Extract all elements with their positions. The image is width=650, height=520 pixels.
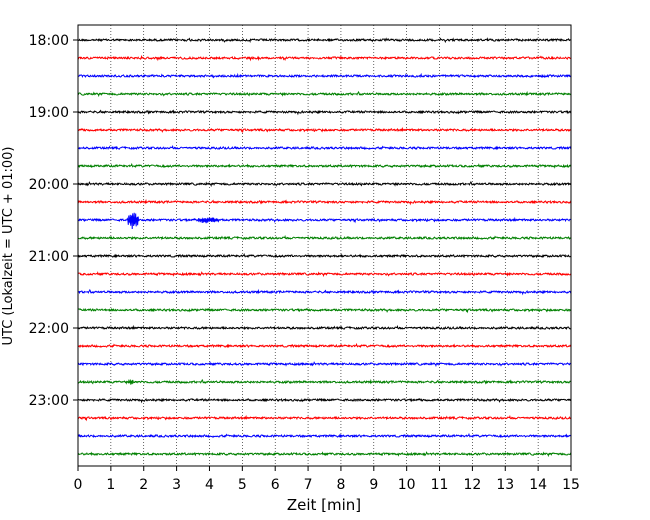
y-axis-ticks: 18:00 19:00 20:00 21:00 22:00 23:00 — [29, 33, 78, 409]
trace-8 — [77, 162, 572, 169]
y-tick-label-21:00: 21:00 — [29, 249, 69, 265]
x-tick-label-11: 11 — [431, 477, 449, 493]
x-tick-label-13: 13 — [496, 477, 514, 493]
trace-6 — [77, 126, 572, 134]
x-tick-label-7: 7 — [304, 477, 313, 493]
x-tick-label-2: 2 — [139, 477, 148, 493]
trace-4 — [77, 90, 572, 98]
x-tick-label-0: 0 — [74, 477, 83, 493]
x-tick-label-3: 3 — [172, 477, 181, 493]
x-axis-ticks: 0 1 2 3 4 5 6 7 8 9 10 11 12 13 14 15 — [74, 466, 580, 493]
y-tick-label-23:00: 23:00 — [29, 393, 69, 409]
trace-10 — [77, 198, 572, 206]
x-tick-label-15: 15 — [562, 477, 580, 493]
y-tick-label-18:00: 18:00 — [29, 33, 69, 49]
trace-13 — [77, 252, 572, 259]
trace-18 — [77, 342, 572, 349]
trace-layer — [77, 37, 572, 458]
x-tick-label-14: 14 — [529, 477, 547, 493]
trace-5 — [77, 109, 572, 116]
x-tick-label-10: 10 — [398, 477, 416, 493]
x-tick-label-5: 5 — [238, 477, 247, 493]
x-axis-label: Zeit [min] — [287, 496, 361, 514]
trace-1 — [77, 37, 572, 44]
trace-14 — [77, 271, 572, 278]
trace-12 — [77, 234, 572, 241]
x-tick-label-8: 8 — [336, 477, 345, 493]
trace-9 — [77, 180, 572, 188]
trace-16 — [77, 307, 572, 314]
y-tick-label-19:00: 19:00 — [29, 105, 69, 121]
trace-11 — [77, 212, 572, 230]
trace-21 — [77, 397, 572, 404]
trace-24 — [77, 451, 572, 458]
trace-15 — [77, 288, 572, 296]
x-tick-label-9: 9 — [369, 477, 378, 493]
trace-3 — [77, 72, 572, 79]
trace-19 — [77, 361, 572, 368]
trace-22 — [77, 414, 572, 422]
trace-2 — [77, 54, 572, 62]
trace-23 — [77, 432, 572, 439]
trace-17 — [77, 324, 572, 331]
x-tick-label-12: 12 — [463, 477, 481, 493]
y-axis-label: UTC (Lokalzeit = UTC + 01:00) — [1, 147, 16, 346]
y-tick-label-22:00: 22:00 — [29, 321, 69, 337]
x-tick-label-4: 4 — [205, 477, 214, 493]
trace-20 — [77, 378, 572, 385]
trace-7 — [77, 144, 572, 151]
y-tick-label-20:00: 20:00 — [29, 177, 69, 193]
plot-frame — [77, 24, 572, 467]
x-tick-label-6: 6 — [271, 477, 280, 493]
x-tick-label-1: 1 — [106, 477, 115, 493]
